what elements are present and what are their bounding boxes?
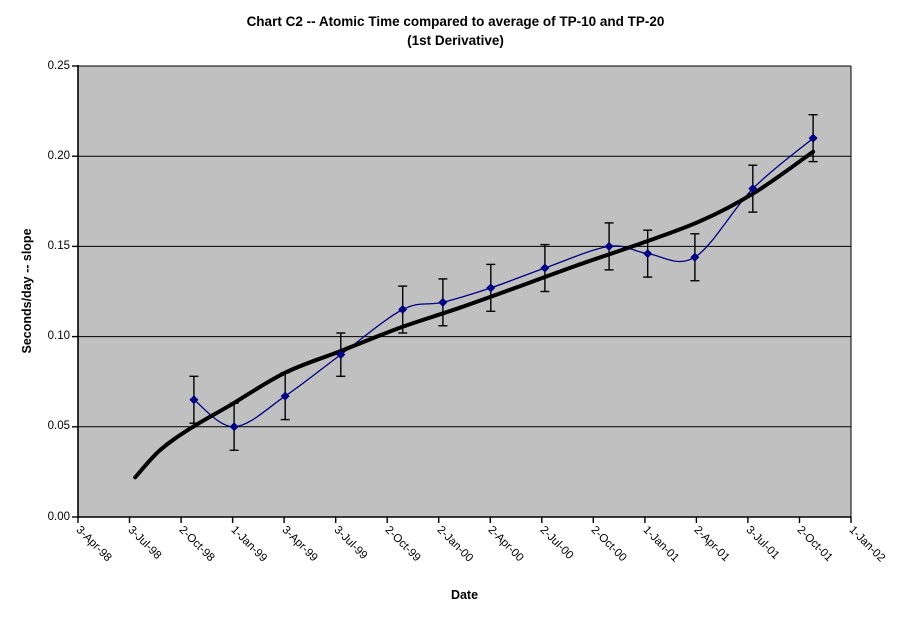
y-tick-label-0.05: 0.05 xyxy=(47,420,70,433)
y-tick-label-0.15: 0.15 xyxy=(47,239,70,252)
y-tick-label-0.00: 0.00 xyxy=(47,510,70,523)
data-point-marker-12 xyxy=(808,133,818,143)
data-point-marker-2 xyxy=(280,391,290,401)
chart-title-line1: Chart C2 -- Atomic Time compared to aver… xyxy=(246,14,665,29)
y-axis-title: Seconds/day -- slope xyxy=(20,228,34,354)
data-point-marker-10 xyxy=(690,252,700,262)
data-point-marker-3 xyxy=(336,350,346,360)
data-point-marker-5 xyxy=(438,297,448,307)
trend-curve-line xyxy=(133,149,816,480)
data-point-marker-4 xyxy=(398,305,408,315)
plot-background xyxy=(78,66,851,517)
data-point-marker-0 xyxy=(189,395,199,405)
data-point-marker-8 xyxy=(604,241,614,251)
x-axis-title: Date xyxy=(450,588,479,602)
y-tick-label-0.25: 0.25 xyxy=(47,59,70,72)
y-tick-label-0.20: 0.20 xyxy=(47,149,70,162)
data-point-marker-1 xyxy=(229,422,239,432)
data-point-marker-11 xyxy=(748,184,758,194)
chart-title: Chart C2 -- Atomic Time compared to aver… xyxy=(0,12,911,50)
data-point-marker-9 xyxy=(643,249,653,259)
data-point-marker-6 xyxy=(486,283,496,293)
chart-title-line2: (1st Derivative) xyxy=(407,33,504,48)
y-tick-label-0.10: 0.10 xyxy=(47,330,70,343)
data-point-marker-7 xyxy=(540,263,550,273)
